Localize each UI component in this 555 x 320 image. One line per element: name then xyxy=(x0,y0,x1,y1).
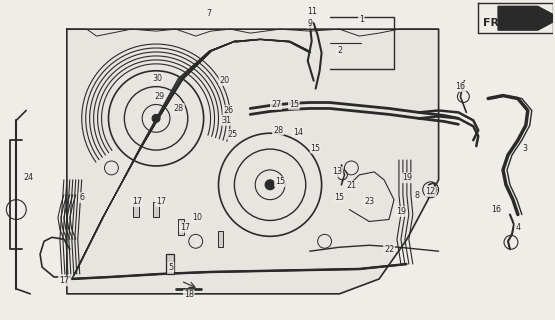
Text: 3: 3 xyxy=(522,144,527,153)
Text: 17: 17 xyxy=(156,197,166,206)
Text: 19: 19 xyxy=(402,173,412,182)
Text: 18: 18 xyxy=(184,290,194,299)
Circle shape xyxy=(265,180,275,190)
Text: 5: 5 xyxy=(168,263,174,272)
Bar xyxy=(218,231,224,247)
Text: 23: 23 xyxy=(364,197,374,206)
Text: 12: 12 xyxy=(426,187,436,196)
Bar xyxy=(178,220,184,235)
Text: 15: 15 xyxy=(275,177,285,186)
Text: 10: 10 xyxy=(191,213,201,222)
Text: 25: 25 xyxy=(227,130,238,139)
Text: 20: 20 xyxy=(219,76,230,85)
Polygon shape xyxy=(67,29,438,294)
Text: 15: 15 xyxy=(289,100,299,109)
Text: FR.: FR. xyxy=(483,18,504,28)
Text: 7: 7 xyxy=(206,9,211,18)
Polygon shape xyxy=(498,6,553,30)
Text: 31: 31 xyxy=(221,116,231,125)
Text: 28: 28 xyxy=(174,104,184,113)
Text: 21: 21 xyxy=(346,181,356,190)
Bar xyxy=(166,254,174,274)
Text: 22: 22 xyxy=(384,245,394,254)
Text: 14: 14 xyxy=(293,128,303,137)
Text: 29: 29 xyxy=(154,92,164,101)
Text: 1: 1 xyxy=(359,15,364,24)
Text: 15: 15 xyxy=(311,144,321,153)
Text: 24: 24 xyxy=(23,173,33,182)
Bar xyxy=(133,202,139,218)
Text: 30: 30 xyxy=(152,74,162,83)
Text: 13: 13 xyxy=(332,167,342,176)
Text: 26: 26 xyxy=(223,106,234,115)
Text: 17: 17 xyxy=(180,223,190,232)
Text: 4: 4 xyxy=(516,223,521,232)
Text: 15: 15 xyxy=(335,193,345,202)
Text: 11: 11 xyxy=(307,7,317,16)
Text: 2: 2 xyxy=(337,46,342,55)
Text: 6: 6 xyxy=(79,193,84,202)
Text: 9: 9 xyxy=(307,19,312,28)
Bar xyxy=(153,202,159,218)
Text: 17: 17 xyxy=(59,276,69,285)
Text: 16: 16 xyxy=(456,82,466,91)
Text: 28: 28 xyxy=(273,126,283,135)
Text: 8: 8 xyxy=(414,191,419,200)
Text: 16: 16 xyxy=(491,205,501,214)
Text: 27: 27 xyxy=(271,100,281,109)
Text: 17: 17 xyxy=(132,197,142,206)
Circle shape xyxy=(152,114,160,122)
Text: 19: 19 xyxy=(396,207,406,216)
